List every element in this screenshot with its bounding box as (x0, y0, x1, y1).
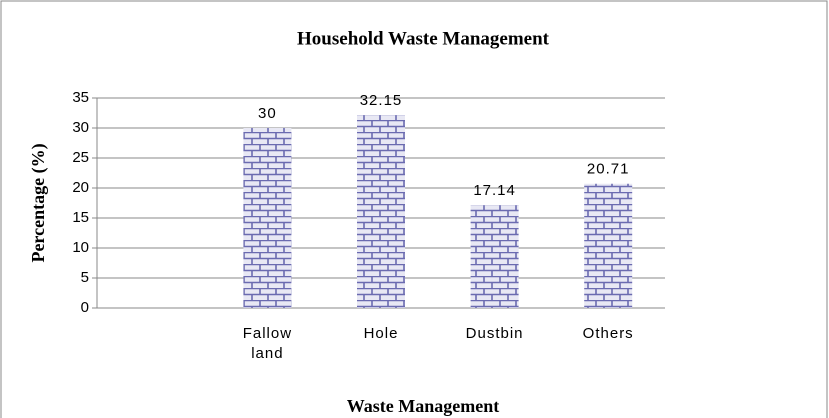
bar (470, 205, 519, 308)
y-tick-label: 25 (72, 149, 89, 166)
y-tick-label: 35 (72, 89, 89, 106)
x-tick-label: Others (582, 325, 634, 342)
y-tick-label: 5 (81, 269, 89, 286)
data-label: 20.71 (587, 161, 630, 178)
y-tick-label: 20 (72, 179, 89, 196)
bar (584, 183, 633, 308)
chart-title: Household Waste Management (297, 28, 550, 49)
x-tick-label: Dustbin (465, 325, 524, 342)
y-tick-label: 10 (72, 239, 89, 256)
y-tick-label: 30 (72, 119, 89, 136)
data-label: 32.15 (360, 92, 403, 109)
x-axis-label: Waste Management (347, 396, 499, 416)
y-tick-label: 0 (81, 299, 89, 316)
data-label: 17.14 (473, 182, 516, 199)
y-axis-label: Percentage (%) (28, 143, 49, 262)
x-tick-label: Fallow land (242, 325, 293, 362)
bar (357, 115, 405, 308)
y-tick-label: 15 (72, 209, 89, 226)
x-tick-label: Hole (363, 325, 399, 342)
bar (243, 128, 292, 308)
data-label: 30 (258, 105, 277, 122)
